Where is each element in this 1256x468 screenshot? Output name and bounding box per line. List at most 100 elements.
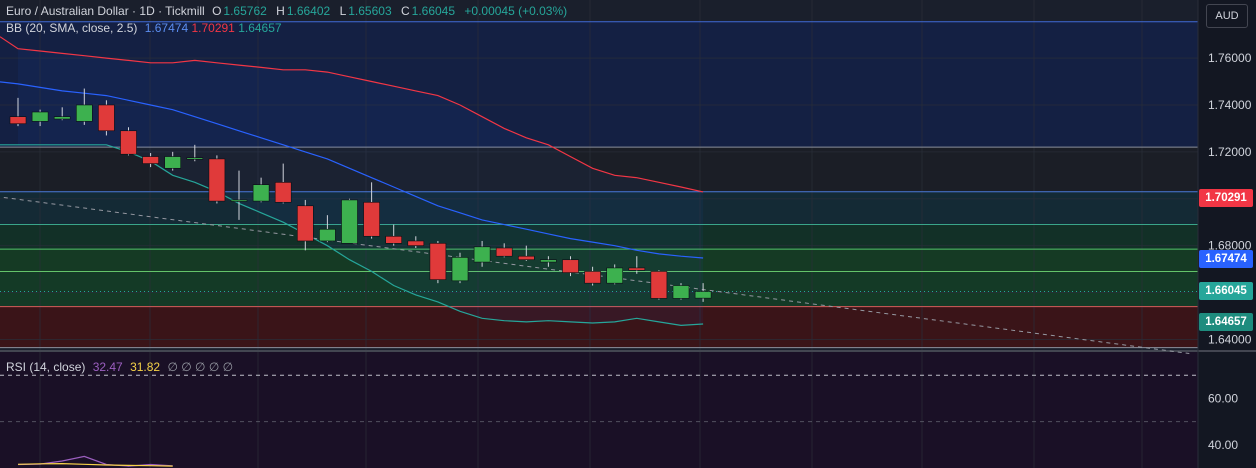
- zone-green-1: [0, 224, 1198, 250]
- rsi-extra-2: ∅: [181, 360, 192, 374]
- rsi-value: 32.47: [92, 360, 123, 374]
- candle-14[interactable]: [319, 215, 336, 243]
- candle-27[interactable]: [606, 264, 624, 285]
- candle-body-7: [164, 156, 181, 169]
- candle-body-24: [540, 259, 557, 263]
- candlesticks[interactable]: [9, 88, 712, 302]
- candle-26[interactable]: [584, 266, 601, 286]
- candle-12[interactable]: [274, 163, 292, 204]
- price-tick-6: 1.64000: [1208, 332, 1252, 346]
- candle-0[interactable]: [9, 97, 27, 127]
- currency-selector[interactable]: AUD: [1206, 4, 1248, 28]
- bb-lower-value: 1.64657: [238, 21, 282, 35]
- low-label: L: [339, 4, 347, 18]
- close-label: C: [400, 4, 410, 18]
- rsi-ma-value: 31.82: [130, 360, 161, 374]
- candle-17[interactable]: [385, 224, 403, 246]
- close-value: 1.66045: [411, 4, 456, 18]
- open-label: O: [212, 4, 222, 18]
- candle-body-14: [319, 228, 336, 242]
- bb-basis-line: [0, 81, 704, 259]
- candle-body-27: [606, 267, 624, 284]
- candle-body-18: [407, 240, 425, 246]
- candle-24[interactable]: [540, 256, 557, 267]
- candle-body-6: [142, 156, 159, 164]
- price-tick-1: 1.74000: [1208, 98, 1252, 112]
- price-tick-0: 1.76000: [1208, 51, 1252, 65]
- rsi-tick-1: 40.00: [1208, 438, 1238, 452]
- candle-8[interactable]: [186, 144, 204, 162]
- bb-legend: BB (20, SMA, close, 2.5) 1.67474 1.70291…: [6, 20, 282, 36]
- bb-upper-value: 1.70291: [191, 21, 235, 35]
- candle-body-10: [230, 199, 248, 202]
- candle-body-3: [76, 104, 93, 122]
- candle-body-22: [495, 247, 513, 257]
- candle-body-11: [252, 184, 270, 202]
- rsi-pane: [0, 374, 1198, 467]
- candle-1[interactable]: [31, 109, 49, 127]
- candle-body-23: [517, 255, 535, 261]
- rsi-extra-3: ∅: [195, 360, 206, 374]
- bb-upper-line: [0, 36, 704, 193]
- candle-13[interactable]: [296, 199, 314, 251]
- candle-21[interactable]: [473, 240, 491, 267]
- bb-label[interactable]: BB (20, SMA, close, 2.5): [6, 21, 138, 35]
- low-value: 1.65603: [348, 4, 392, 18]
- zone-top: [0, 0, 1198, 22]
- candle-20[interactable]: [451, 252, 469, 284]
- zone-green-2: [0, 249, 1198, 272]
- close-price-badge: 1.66045: [1199, 282, 1253, 300]
- high-value: 1.66402: [286, 4, 331, 18]
- candle-3[interactable]: [76, 88, 93, 125]
- candle-body-4: [98, 104, 115, 132]
- bb-basis-price-badge: 1.67474: [1199, 250, 1253, 268]
- rsi-extra-4: ∅: [208, 360, 220, 374]
- candle-body-20: [451, 257, 469, 282]
- bb-basis-value: 1.67474: [144, 21, 189, 35]
- candle-16[interactable]: [363, 182, 380, 239]
- high-label: H: [276, 4, 285, 18]
- price-tick-4: 1.68000: [1208, 239, 1252, 253]
- candle-9[interactable]: [208, 155, 226, 204]
- candle-31[interactable]: [694, 283, 712, 302]
- candle-28[interactable]: [628, 256, 646, 274]
- candle-29[interactable]: [650, 270, 668, 300]
- candle-23[interactable]: [517, 245, 535, 261]
- axis-background: [1198, 0, 1256, 468]
- candle-10[interactable]: [230, 170, 248, 220]
- price-tick-2: 1.72000: [1208, 145, 1252, 159]
- candle-body-0: [9, 116, 27, 125]
- open-value: 1.65762: [223, 4, 267, 18]
- candle-19[interactable]: [429, 240, 447, 284]
- candle-30[interactable]: [672, 283, 690, 300]
- zone-red: [0, 306, 1198, 348]
- candle-25[interactable]: [562, 256, 579, 277]
- rsi-label[interactable]: RSI (14, close): [6, 360, 86, 374]
- symbol-title[interactable]: Euro / Australian Dollar · 1D · Tickmill: [6, 4, 205, 18]
- candle-body-31: [694, 291, 712, 299]
- candle-body-15: [341, 199, 358, 244]
- ohlc-legend: Euro / Australian Dollar · 1D · Tickmill…: [6, 3, 567, 19]
- candle-6[interactable]: [142, 153, 159, 168]
- candle-body-9: [208, 158, 226, 202]
- candle-15[interactable]: [341, 198, 358, 244]
- candle-body-5: [120, 130, 137, 155]
- candle-11[interactable]: [252, 177, 270, 203]
- candle-22[interactable]: [495, 243, 513, 258]
- candle-5[interactable]: [120, 127, 137, 156]
- candle-4[interactable]: [98, 100, 115, 136]
- bb-lower-line: [0, 144, 704, 327]
- zone-upper-blue: [0, 21, 1198, 148]
- candle-2[interactable]: [53, 107, 71, 121]
- candle-7[interactable]: [164, 151, 181, 171]
- change-value: +0.00045 (+0.03%): [464, 4, 568, 18]
- bb-lower-price-badge: 1.64657: [1199, 313, 1253, 331]
- candle-18[interactable]: [407, 236, 425, 248]
- rsi-ma-line: [17, 462, 173, 467]
- candle-body-30: [672, 285, 690, 299]
- candle-body-19: [429, 243, 447, 280]
- candle-body-25: [562, 259, 579, 273]
